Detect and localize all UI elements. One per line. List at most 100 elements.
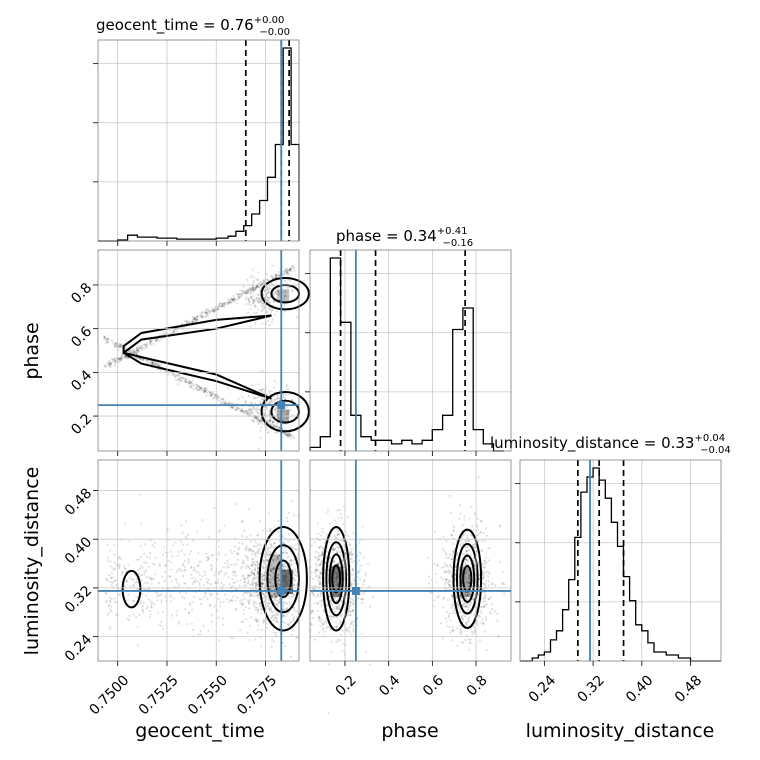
- sample-point: [295, 316, 299, 319]
- y-tick-label: 0.2: [68, 411, 95, 438]
- sample-point: [132, 613, 135, 616]
- x-tick-label: 0.24: [526, 672, 559, 705]
- sample-point: [227, 298, 230, 301]
- sample-point: [217, 545, 220, 548]
- sample-point: [233, 298, 236, 301]
- sample-point: [104, 364, 107, 367]
- sample-point: [204, 311, 207, 314]
- sample-point: [256, 573, 259, 576]
- sample-point: [223, 402, 226, 405]
- sample-point: [328, 615, 331, 618]
- sample-point: [247, 547, 250, 550]
- x-axis-label-phase: phase: [381, 720, 438, 742]
- sample-point: [239, 629, 242, 632]
- sample-point: [147, 598, 150, 601]
- sample-point: [282, 601, 285, 604]
- sample-point: [247, 508, 250, 511]
- sample-point: [266, 286, 269, 289]
- sample-point: [200, 598, 203, 601]
- sample-point: [232, 581, 235, 584]
- sample-point: [201, 575, 204, 578]
- sample-point: [250, 408, 253, 411]
- sample-point: [109, 608, 112, 611]
- sample-point: [255, 417, 258, 421]
- sample-point: [257, 408, 260, 411]
- sample-point: [245, 291, 248, 295]
- sample-point: [103, 335, 107, 339]
- sample-point: [244, 411, 247, 414]
- sample-point: [281, 395, 284, 398]
- sample-point: [482, 574, 485, 577]
- sample-point: [436, 563, 439, 566]
- sample-point: [248, 549, 251, 553]
- sample-point: [254, 416, 257, 419]
- sample-point: [269, 311, 273, 314]
- sample-point: [219, 601, 222, 604]
- sample-point: [258, 419, 261, 423]
- contour-path: [123, 351, 272, 400]
- sample-point: [241, 535, 244, 538]
- sample-point: [350, 550, 353, 553]
- sample-point: [255, 575, 258, 578]
- sample-point: [261, 388, 264, 391]
- sample-point: [472, 631, 475, 634]
- sample-point: [248, 288, 251, 291]
- sample-point: [221, 302, 224, 306]
- sample-point: [260, 645, 263, 648]
- sample-point: [231, 299, 235, 302]
- sample-point: [319, 620, 322, 623]
- sample-point: [248, 567, 251, 571]
- sample-point: [138, 613, 141, 617]
- sample-point: [476, 517, 479, 520]
- histogram-geocent_time: [98, 47, 300, 242]
- sample-point: [464, 621, 467, 624]
- sample-point: [232, 299, 235, 302]
- sample-point: [139, 357, 142, 361]
- sample-point: [256, 293, 260, 296]
- sample-point: [359, 552, 362, 555]
- sample-point: [276, 275, 279, 278]
- sample-point: [317, 609, 320, 612]
- sample-point: [480, 621, 483, 625]
- sample-point: [276, 289, 280, 293]
- sample-point: [136, 626, 139, 629]
- sample-point: [245, 289, 248, 292]
- sample-point: [360, 632, 363, 635]
- sample-point: [285, 267, 288, 270]
- sample-point: [192, 628, 195, 632]
- sample-point: [241, 409, 244, 413]
- sample-point: [197, 564, 200, 567]
- sample-point: [317, 575, 320, 579]
- sample-point: [242, 292, 245, 295]
- sample-point: [175, 379, 178, 382]
- sample-point: [262, 281, 265, 284]
- sample-point: [117, 557, 121, 560]
- x-tick-label: 0.7550: [185, 672, 231, 718]
- sample-point: [461, 542, 464, 545]
- sample-point: [272, 309, 275, 312]
- sample-point: [152, 577, 155, 581]
- sample-point: [210, 620, 213, 623]
- sample-point: [210, 567, 213, 570]
- sample-point: [271, 614, 274, 617]
- sample-point: [285, 270, 288, 274]
- sample-point: [286, 602, 289, 605]
- sample-point: [108, 360, 111, 363]
- sample-point: [177, 383, 180, 386]
- sample-point: [227, 301, 230, 304]
- sample-point: [293, 514, 296, 517]
- sample-point: [262, 559, 265, 562]
- sample-point: [247, 410, 250, 413]
- sample-point: [185, 320, 189, 323]
- sample-point: [246, 410, 249, 413]
- sample-point: [231, 599, 234, 602]
- sample-point: [249, 296, 253, 299]
- sample-point: [241, 603, 244, 606]
- sample-point: [204, 311, 208, 314]
- sample-point: [239, 602, 242, 605]
- sample-point: [448, 494, 451, 497]
- sample-point: [289, 604, 292, 607]
- sample-point: [257, 412, 260, 415]
- sample-point: [150, 605, 153, 608]
- sample-point: [230, 406, 234, 409]
